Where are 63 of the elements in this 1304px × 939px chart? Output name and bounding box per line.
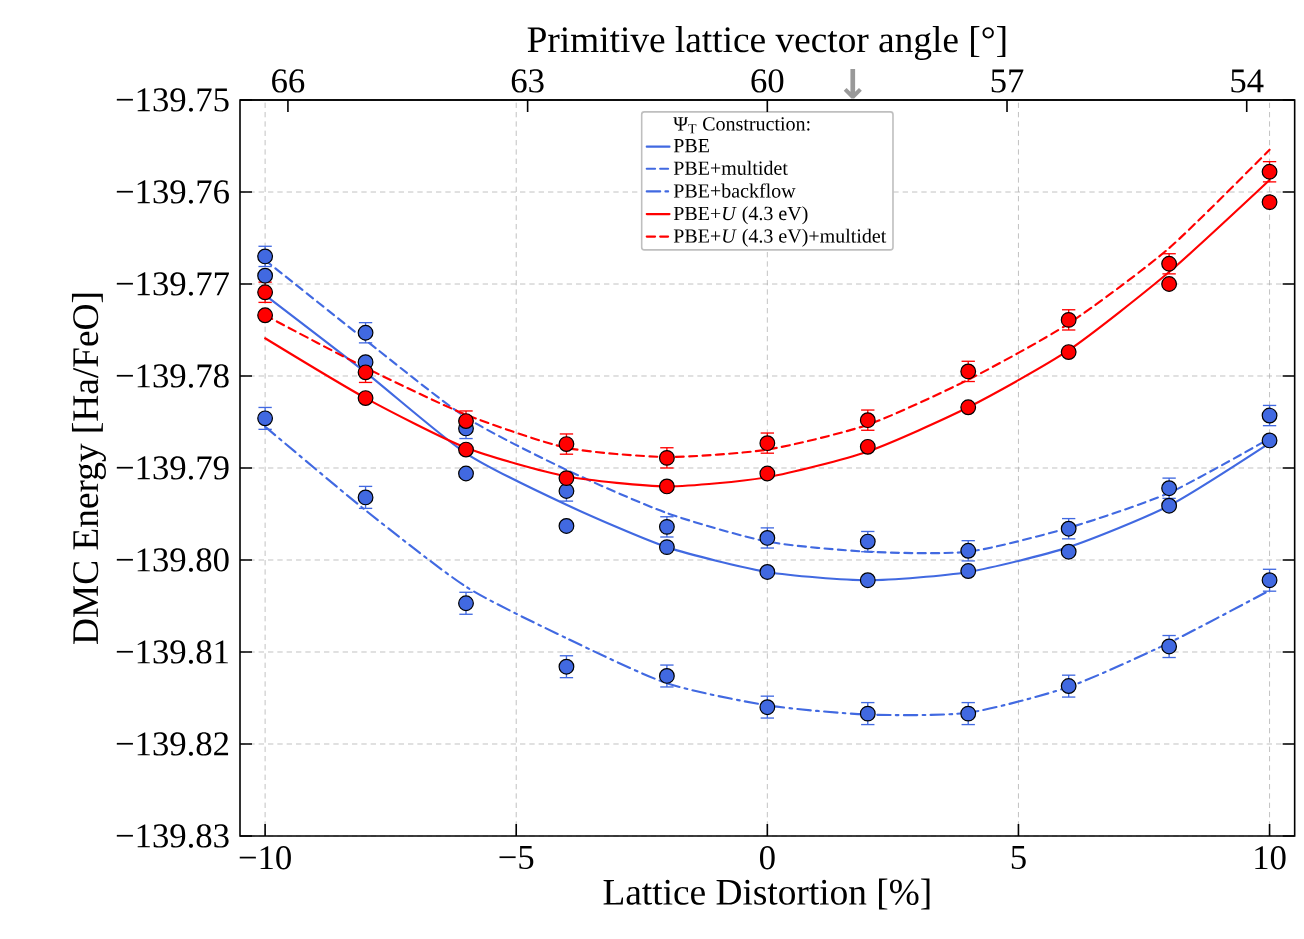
point <box>1261 194 1278 211</box>
point <box>759 699 776 716</box>
y-tick-label: −139.75 <box>116 88 229 112</box>
x-tick-label: −10 <box>239 846 291 870</box>
legend-label: PBE+multidet <box>673 161 788 176</box>
point <box>357 489 374 506</box>
point <box>357 390 374 407</box>
x-tick-label: 0 <box>759 846 775 870</box>
point <box>859 705 876 722</box>
point <box>859 572 876 589</box>
point <box>1161 276 1178 293</box>
y-tick-label: −139.76 <box>116 180 229 204</box>
legend-title: Ψ$_{T}$ Construction: <box>673 117 810 134</box>
x2-axis-title: Primitive lattice vector angle [°] <box>527 26 1006 61</box>
point <box>558 658 575 675</box>
point <box>658 478 675 495</box>
point <box>960 705 977 722</box>
point <box>960 399 977 416</box>
y-axis-title: DMC Energy [Ha/FeO] <box>71 294 106 645</box>
point <box>558 470 575 487</box>
y-tick-label: −139.83 <box>116 824 229 848</box>
point <box>257 267 274 284</box>
point <box>859 439 876 455</box>
point <box>658 539 675 556</box>
point <box>458 413 474 430</box>
legend-label: PBE+U (4.3 eV)+multidet <box>673 228 887 247</box>
x2-tick-label: 60 <box>751 69 784 93</box>
point <box>759 564 776 581</box>
point <box>257 410 274 427</box>
point <box>458 441 474 458</box>
point <box>558 518 575 535</box>
x-tick-label: −5 <box>499 846 534 870</box>
y-tick-label: −139.82 <box>116 732 229 756</box>
y-tick-label: −139.78 <box>116 364 229 388</box>
x2-tick-label: 63 <box>511 69 544 93</box>
legend-label: PBE <box>673 139 709 153</box>
point <box>1161 638 1178 655</box>
point <box>357 364 374 381</box>
y-tick-label: −139.79 <box>116 456 229 480</box>
point <box>1060 678 1077 695</box>
y-tick-label: −139.77 <box>116 272 229 296</box>
point <box>1060 543 1077 560</box>
legend-label: PBE+U (4.3 eV) <box>673 206 808 225</box>
point <box>458 595 474 612</box>
point <box>1261 572 1278 589</box>
point <box>1261 432 1278 449</box>
point <box>1161 497 1178 514</box>
x2-tick-label: 54 <box>1231 69 1264 93</box>
point <box>1060 344 1077 361</box>
x2-tick-label: 66 <box>272 69 305 93</box>
point <box>960 563 977 580</box>
y-tick-label: −139.80 <box>116 548 229 572</box>
point <box>257 307 274 324</box>
x-axis-title: Lattice Distortion [%] <box>603 878 930 910</box>
y-tick-label: −139.81 <box>116 640 228 664</box>
legend-label: PBE+backflow <box>673 183 796 198</box>
x2-tick-label: 57 <box>991 69 1024 93</box>
text: ↓ <box>843 69 862 99</box>
point <box>658 668 675 685</box>
point <box>759 465 776 482</box>
point <box>458 465 474 482</box>
x-tick-label: 5 <box>1011 846 1026 870</box>
x-tick-label: 10 <box>1255 846 1286 870</box>
